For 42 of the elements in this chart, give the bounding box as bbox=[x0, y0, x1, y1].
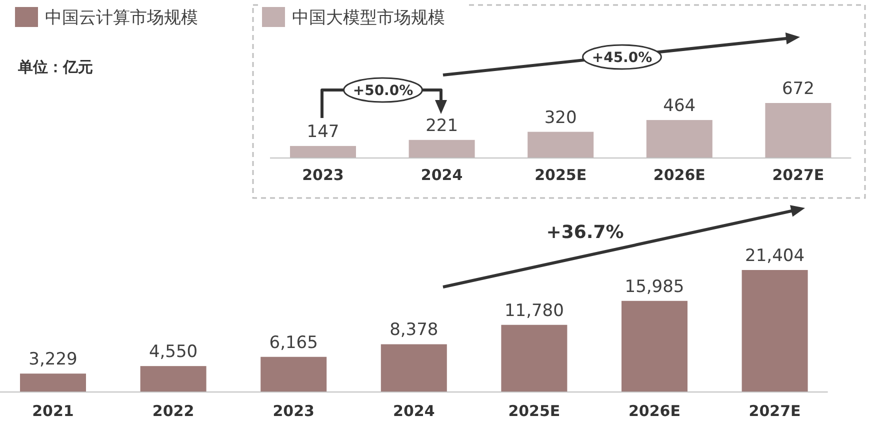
data-label: 15,985 bbox=[624, 276, 684, 297]
text: 单位：亿元 bbox=[17, 58, 93, 76]
text: +36.7% bbox=[546, 222, 624, 243]
data-label: 464 bbox=[663, 96, 696, 116]
data-label: 4,550 bbox=[148, 342, 198, 362]
legend-label: 中国大模型市场规模 bbox=[292, 8, 445, 28]
x-tick-label: 2022 bbox=[152, 402, 194, 420]
text: +45.0% bbox=[592, 50, 652, 66]
x-tick-label: 2025E bbox=[508, 402, 560, 420]
x-tick-label: 2024 bbox=[420, 166, 463, 184]
x-tick-label: 2026E bbox=[653, 166, 706, 184]
x-tick-label: 2025E bbox=[534, 166, 587, 184]
bar bbox=[646, 120, 712, 158]
bar bbox=[501, 324, 568, 392]
bar bbox=[408, 140, 475, 158]
bar bbox=[140, 366, 206, 392]
x-tick-label: 2027E bbox=[748, 402, 801, 420]
data-label: 11,780 bbox=[504, 300, 564, 321]
legend-label: 中国云计算市场规模 bbox=[45, 8, 198, 28]
bar bbox=[260, 356, 327, 392]
x-tick-label: 2027E bbox=[772, 166, 824, 184]
bar bbox=[290, 146, 356, 158]
bar bbox=[380, 344, 447, 392]
bar bbox=[742, 270, 808, 392]
x-tick-label: 2026E bbox=[628, 402, 680, 420]
data-label: 672 bbox=[782, 79, 814, 99]
data-label: 3,229 bbox=[28, 350, 78, 370]
data-label: 320 bbox=[544, 108, 577, 128]
bar bbox=[622, 300, 688, 392]
x-tick-label: 2021 bbox=[32, 402, 74, 420]
text: +50.0% bbox=[352, 83, 414, 99]
x-tick-label: 2024 bbox=[393, 402, 435, 420]
data-label: 147 bbox=[306, 122, 340, 142]
x-tick-label: 2023 bbox=[302, 166, 344, 184]
bar bbox=[20, 374, 86, 392]
data-label: 6,165 bbox=[269, 332, 318, 353]
data-label: 21,404 bbox=[745, 246, 805, 266]
x-tick-label: 2023 bbox=[272, 402, 314, 420]
bar bbox=[528, 132, 594, 158]
bar bbox=[765, 103, 832, 158]
data-label: 8,378 bbox=[390, 320, 438, 340]
data-label: 221 bbox=[426, 116, 458, 136]
